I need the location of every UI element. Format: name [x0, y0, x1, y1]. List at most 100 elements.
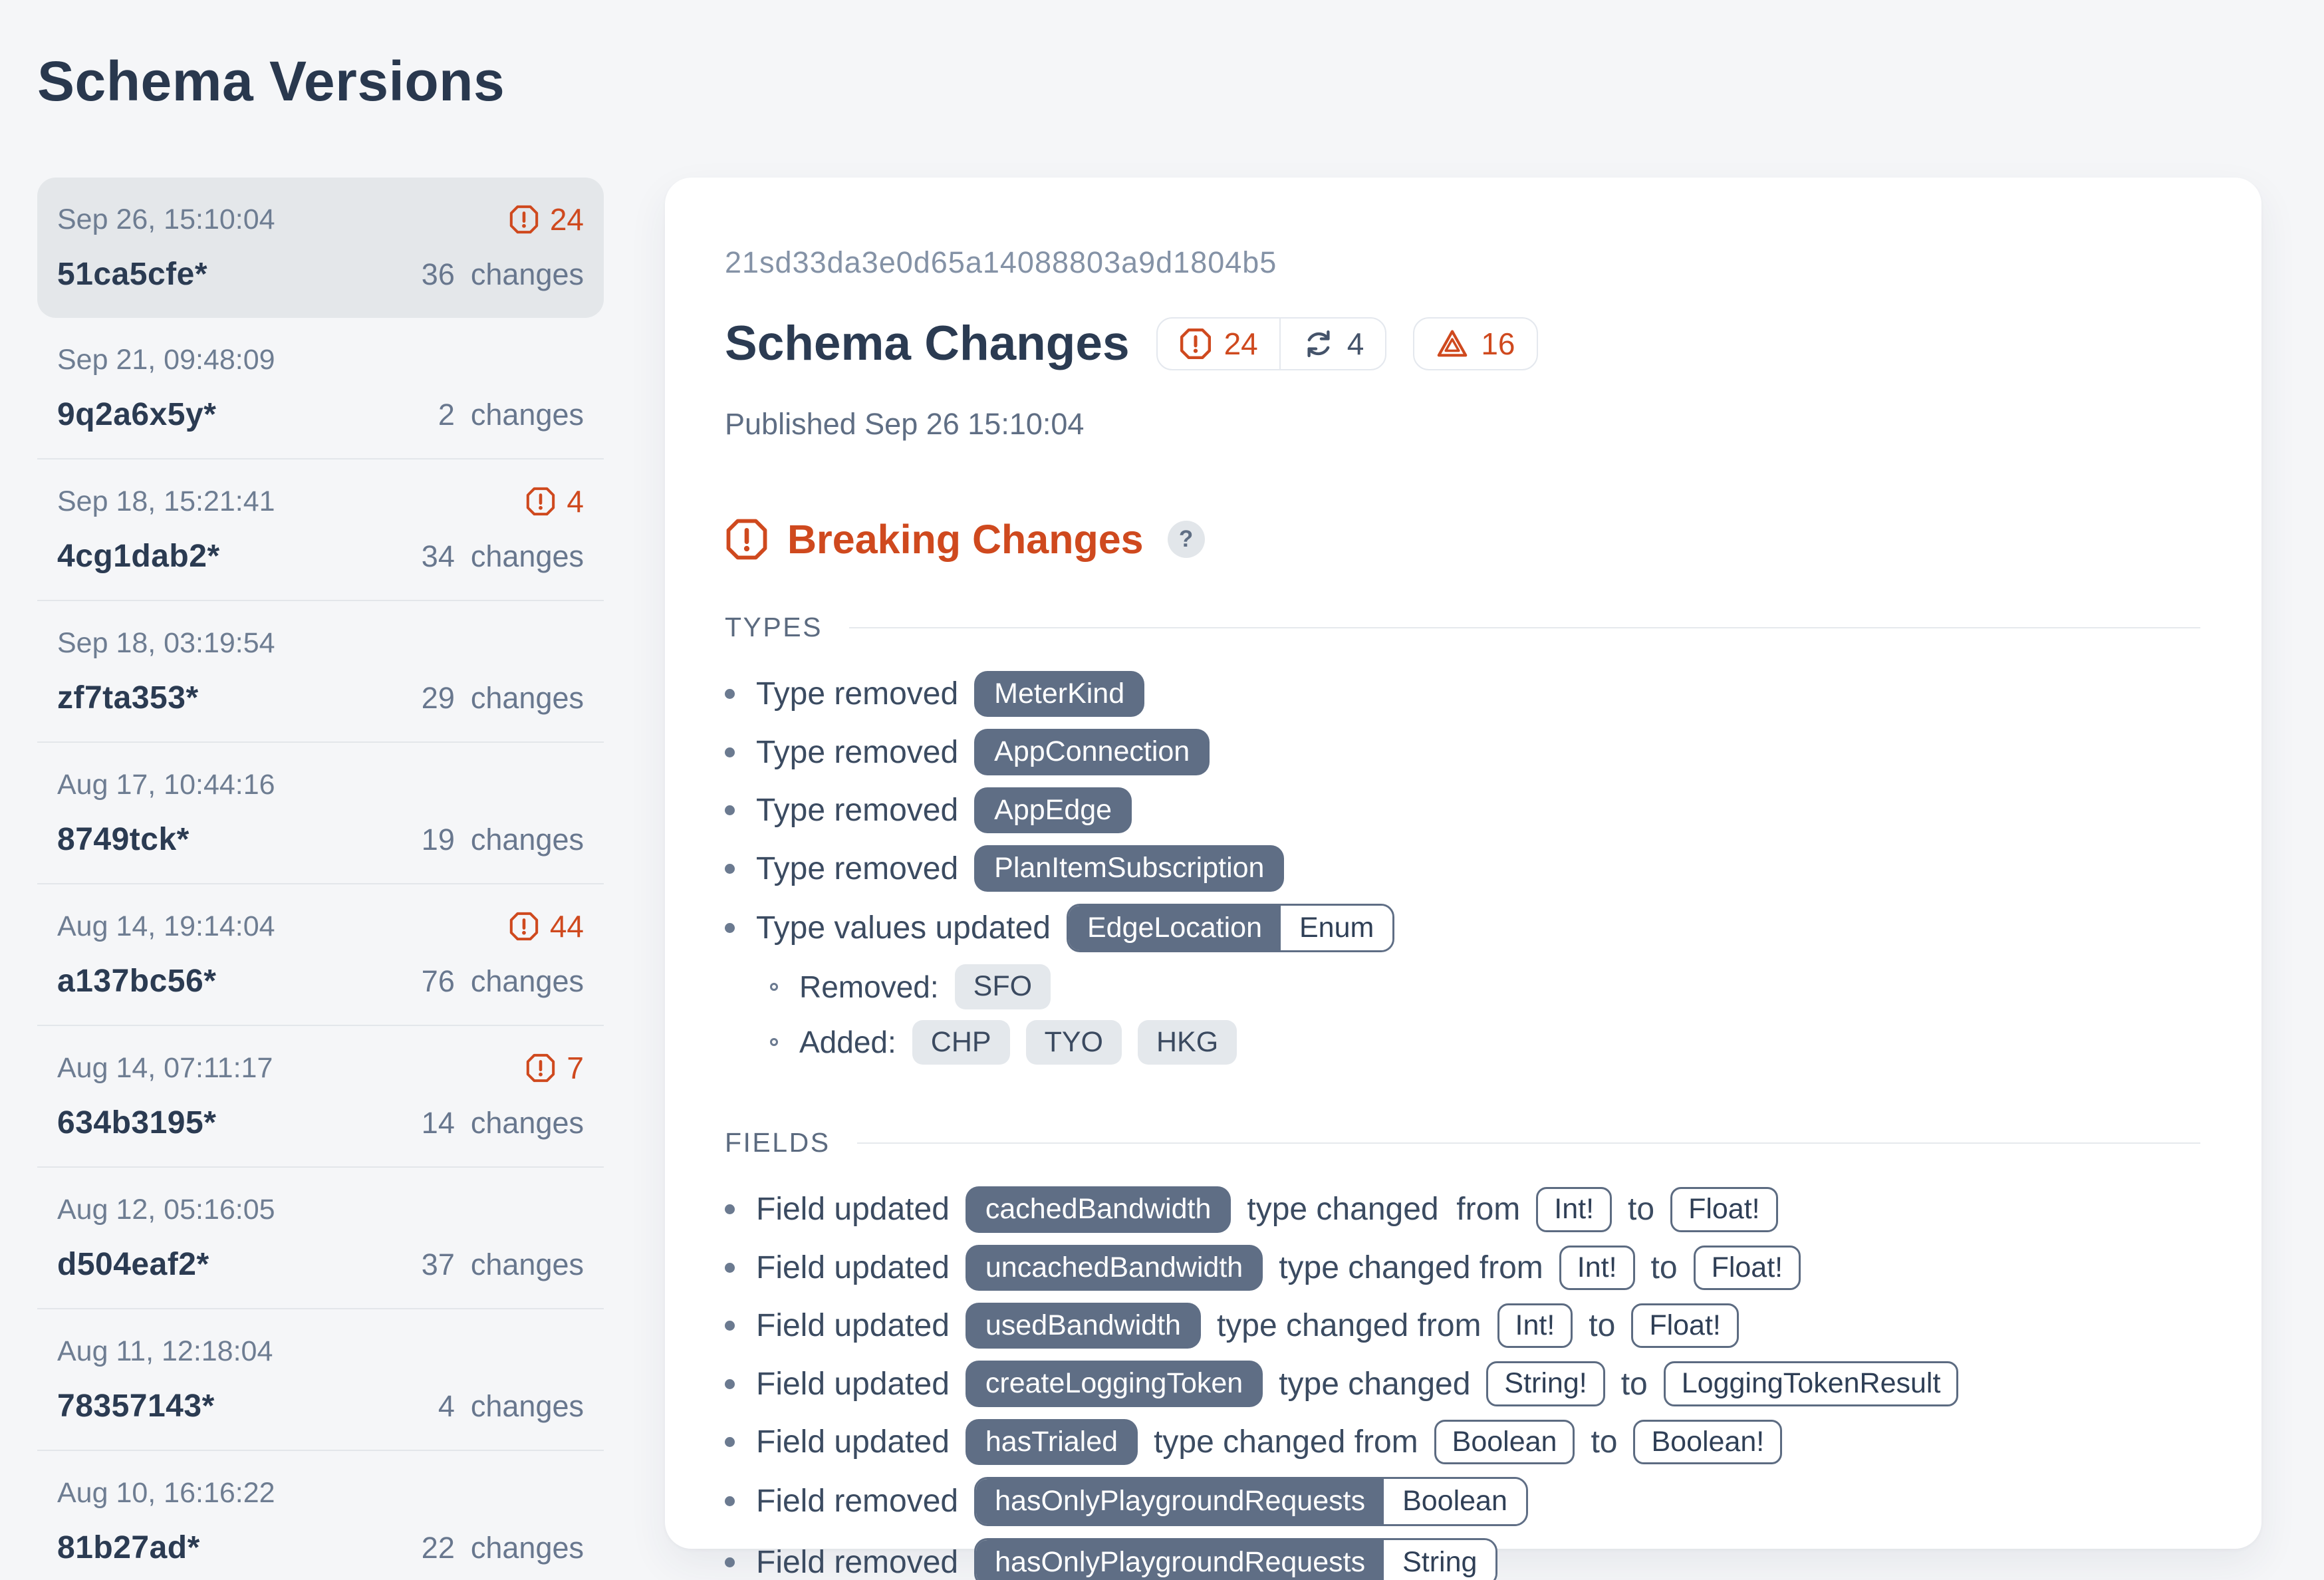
version-list-item[interactable]: Sep 21, 09:48:09 9q2a6x5y* 2 changes [37, 318, 604, 458]
section-header: TYPES [725, 612, 2200, 643]
version-list-item[interactable]: Aug 12, 05:16:05 d504eaf2* 37 changes [37, 1166, 604, 1308]
change-text: Type removed [756, 851, 959, 886]
section-label: FIELDS [725, 1127, 831, 1158]
type-chip: Float! [1670, 1187, 1778, 1232]
bullet-icon [725, 922, 735, 933]
version-list-item[interactable]: Aug 11, 12:18:04 78357143* 4 changes [37, 1308, 604, 1450]
version-date: Aug 10, 16:16:22 [57, 1476, 275, 1509]
version-hash: 51ca5cfe* [57, 257, 208, 292]
error-count: 44 [549, 909, 584, 944]
changes-count: 36 changes [421, 257, 584, 291]
name-type-badge: hasOnlyPlaygroundRequests Boolean [974, 1477, 1528, 1526]
version-list-item[interactable]: Aug 17, 10:44:16 8749tck* 19 changes [37, 741, 604, 883]
panel-title: Schema Changes [725, 317, 1130, 370]
change-row: Type removed PlanItemSubscription [725, 845, 2200, 892]
change-text: Field updated [756, 1308, 950, 1344]
changes-count: 34 changes [421, 539, 584, 573]
changes-count: 76 changes [421, 964, 584, 998]
changes-count: 22 changes [421, 1531, 584, 1565]
breaking-count-badge[interactable]: 24 [1158, 319, 1279, 369]
version-hash: d504eaf2* [57, 1247, 209, 1282]
warnings-pill: 16 [1413, 317, 1538, 370]
change-row: Type removed AppEdge [725, 787, 2200, 834]
type-chip: Float! [1693, 1245, 1801, 1290]
type-chip: String! [1486, 1361, 1605, 1406]
version-list-item[interactable]: Aug 14, 07:11:17 7 634b3195* 14 changes [37, 1025, 604, 1166]
error-count: 7 [567, 1051, 584, 1085]
version-list: Sep 26, 15:10:04 24 51ca5cfe* 36 changes Sep … [37, 178, 604, 1580]
published-timestamp: Published Sep 26 15:10:04 [725, 407, 1085, 441]
name-badge: hasTrialed [965, 1418, 1138, 1466]
bullet-icon [725, 1321, 735, 1331]
bullet-icon [725, 1379, 735, 1389]
name-badge: cachedBandwidth [965, 1186, 1231, 1233]
name-badge: usedBandwidth [965, 1302, 1201, 1349]
version-date: Aug 14, 07:11:17 [57, 1051, 273, 1084]
page-title: Schema Versions [37, 50, 505, 112]
warnings-count: 16 [1481, 326, 1515, 361]
help-button[interactable]: ? [1167, 521, 1205, 558]
change-subrow: Removed: SFO [770, 964, 2200, 1009]
name-badge: createLoggingToken [965, 1361, 1263, 1407]
pill-divider [1279, 318, 1281, 369]
change-row: Field updated usedBandwidth type changed f… [725, 1302, 2200, 1349]
version-list-item[interactable]: Sep 26, 15:10:04 24 51ca5cfe* 36 changes [37, 178, 604, 318]
badge-name: EdgeLocation [1069, 905, 1281, 951]
change-rows: Field updated cachedBandwidth type changed… [725, 1186, 2200, 1580]
version-date: Sep 21, 09:48:09 [57, 343, 275, 376]
warning-triangle-icon [1436, 327, 1469, 360]
bullet-icon [725, 1204, 735, 1215]
change-text: Type removed [756, 793, 959, 829]
version-id: 21sd33da3e0d65a14088803a9d1804b5 [725, 245, 1277, 279]
stop-octagon-icon [1179, 327, 1212, 360]
non-breaking-count-badge[interactable]: 4 [1281, 319, 1386, 369]
value-chip: CHP [912, 1019, 1010, 1065]
change-text: type changed from [1279, 1250, 1543, 1285]
change-text: type changed from [1154, 1424, 1418, 1460]
version-hash: 4cg1dab2* [57, 539, 220, 574]
error-count-badge: 4 [525, 483, 584, 519]
value-chip: TYO [1025, 1019, 1122, 1065]
value-chip: SFO [954, 964, 1051, 1009]
changes-count: 19 changes [421, 823, 584, 856]
change-row: Field updated uncachedBandwidth type chang… [725, 1244, 2200, 1291]
change-row: Field removed hasOnlyPlaygroundRequests Bo… [725, 1477, 2200, 1526]
changes-count: 4 changes [438, 1389, 584, 1423]
stop-octagon-icon [509, 204, 539, 235]
change-text: to [1650, 1250, 1678, 1285]
bullet-icon [725, 1557, 735, 1567]
bullet-icon [725, 863, 735, 874]
change-text: Type removed [756, 676, 959, 712]
section-rule [848, 626, 2200, 628]
bullet-icon [725, 747, 735, 757]
stop-octagon-icon [509, 911, 539, 942]
version-list-item[interactable]: Sep 18, 15:21:41 4 4cg1dab2* 34 changes [37, 458, 604, 600]
panel-title-row: Schema Changes 24 4 16 [725, 316, 2200, 371]
version-list-item[interactable]: Aug 10, 16:16:22 81b27ad* 22 changes [37, 1450, 604, 1580]
version-date: Aug 17, 10:44:16 [57, 768, 275, 801]
warnings-count-badge[interactable]: 16 [1414, 319, 1536, 369]
badge-type: String [1384, 1539, 1496, 1580]
version-hash: 78357143* [57, 1388, 215, 1424]
value-chip: HKG [1138, 1019, 1237, 1065]
version-list-item[interactable]: Aug 14, 19:14:04 44 a137bc56* 76 changes [37, 883, 604, 1025]
error-count: 24 [549, 202, 584, 237]
refresh-icon [1302, 327, 1335, 360]
version-hash: 634b3195* [57, 1105, 217, 1140]
section-header: FIELDS [725, 1127, 2200, 1158]
version-list-item[interactable]: Sep 18, 03:19:54 zf7ta353* 29 changes [37, 600, 604, 741]
change-text: to [1620, 1366, 1648, 1402]
version-hash: 81b27ad* [57, 1530, 200, 1565]
bullet-icon [725, 1496, 735, 1507]
change-text: type changed from [1247, 1192, 1521, 1228]
hollow-bullet-icon [770, 1038, 778, 1047]
changes-count: 2 changes [438, 398, 584, 432]
badge-name: hasOnlyPlaygroundRequests [976, 1479, 1384, 1524]
version-date: Aug 14, 19:14:04 [57, 910, 275, 942]
type-chip: Int! [1536, 1187, 1613, 1232]
change-counts-pill: 24 4 [1156, 317, 1387, 370]
change-row: Field updated createLoggingToken type chan… [725, 1361, 2200, 1407]
type-chip: Float! [1631, 1303, 1739, 1349]
stop-octagon-icon [725, 517, 769, 561]
change-text: Field removed [756, 1544, 959, 1580]
